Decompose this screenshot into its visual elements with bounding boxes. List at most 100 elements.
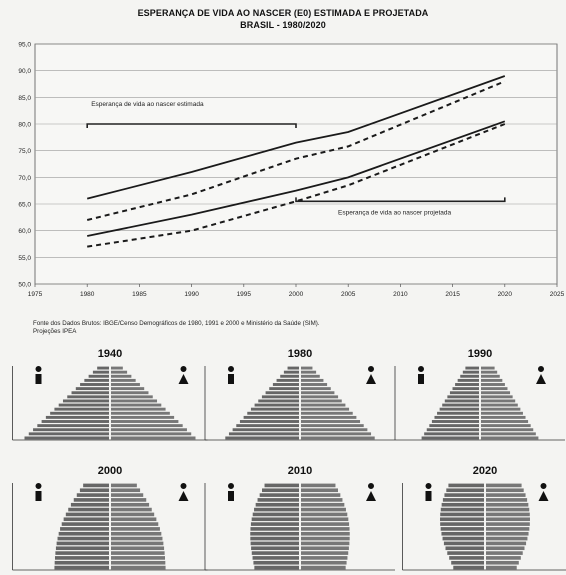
pyramid-bar-male — [460, 374, 479, 378]
pyramid-bar-male — [440, 527, 484, 531]
pyramid-bar-male — [80, 383, 109, 386]
pyramid-bar-female — [301, 374, 320, 378]
pyramid-bar-female — [111, 415, 175, 419]
pyramid-bar-male — [451, 560, 484, 565]
pyramid-bar-male — [71, 391, 109, 395]
pyramid-bar-male — [265, 391, 299, 395]
pyramid-bar-male — [247, 411, 299, 415]
series-line-mulher-urb — [86, 75, 506, 200]
pyramid-bar-female — [301, 531, 350, 536]
pyramid-bar-male — [250, 522, 299, 526]
pyramid-bar-female — [301, 512, 348, 517]
x-tick-label: 2015 — [445, 291, 460, 298]
bracket — [295, 197, 506, 203]
y-tick-label: 90,0 — [18, 68, 31, 75]
pyramid-year-label: 1980 — [288, 348, 312, 360]
pyramid-bar-male — [259, 493, 299, 497]
female-icon — [178, 366, 189, 384]
pyramid-bar-male — [50, 411, 109, 415]
pyramid-bar-male — [437, 411, 479, 415]
pyramid-bar-female — [481, 378, 503, 382]
pyramid-bar-female — [481, 436, 539, 440]
x-tick-label: 1980 — [80, 291, 95, 298]
y-tick-label: 75,0 — [18, 148, 31, 155]
pyramid-bar-female — [481, 366, 495, 370]
x-tick-label: 2005 — [341, 291, 356, 298]
pyramid-bar-female — [301, 383, 328, 386]
pyramid-bar-male — [440, 512, 484, 517]
plot-area — [34, 43, 558, 285]
pyramid-bar-male — [269, 387, 299, 391]
x-tick-labels: 1975 1980 1985 1990 1995 2000 2005 2010 2015 2020… — [28, 284, 565, 298]
pyramid-bar-female — [111, 411, 170, 415]
pyramid-bar-female — [481, 420, 529, 423]
pyramid-bar-female — [301, 551, 349, 555]
pyramid-bar-male — [79, 488, 109, 493]
pyramid-bar-male — [439, 407, 479, 411]
pyramid-bar-male — [58, 403, 109, 407]
pyramid-bar-female — [111, 517, 157, 522]
female-icon — [366, 366, 376, 384]
pyramid-bar-female — [301, 424, 364, 428]
pyramid-bar-male — [253, 560, 299, 565]
pyramid-bar-male — [441, 502, 484, 507]
pyramid-bar-female — [301, 522, 350, 526]
pyramid-bar-female — [111, 374, 132, 378]
series-line-homem-rur — [87, 123, 506, 248]
pyramid-bar-male — [254, 565, 299, 570]
pyramid-bar-male — [455, 383, 479, 386]
pyramid-bar-male — [441, 531, 484, 536]
pyramid-bar-male — [232, 428, 299, 432]
pyramid-bar-female — [301, 527, 350, 531]
y-tick-labels: 50,0 55,0 60,0 65,0 70,0 75,0 80,0 85,0 90,0 95,0 — [18, 42, 31, 289]
pyramid-bar-female — [301, 378, 324, 382]
x-tick-label: 2025 — [550, 291, 565, 298]
pyramid-bar-male — [84, 378, 109, 382]
pyramid-bar-male — [276, 378, 299, 382]
pyramid-bar-female — [111, 436, 196, 440]
pyramid-bar-male — [457, 378, 479, 382]
pyramid-bar-female — [486, 507, 530, 512]
pyramid-bar-male — [54, 565, 109, 570]
pyramid-bar-female — [301, 366, 313, 370]
pyramid-year-label: 1940 — [98, 348, 122, 360]
pyramid-bar-male — [453, 565, 484, 570]
pyramid-bar-female — [301, 420, 361, 423]
pyramid-bar-female — [486, 522, 530, 526]
pyramid-bar-female — [111, 551, 165, 555]
pyramid-year-label: 2000 — [98, 465, 122, 477]
grid — [34, 43, 558, 285]
male-icon — [228, 483, 234, 501]
pyramid-bar-female — [481, 403, 518, 407]
pyramid-bar-male — [75, 387, 109, 391]
pyramid-bar-female — [111, 536, 163, 541]
pyramid-bar-female — [111, 512, 155, 517]
pyramid-bar-male — [225, 436, 299, 440]
pyramid-bar-female — [111, 407, 166, 411]
pyramid-bar-female — [111, 432, 192, 436]
pyramid-bar-female — [111, 493, 144, 497]
pyramid-bar-female — [301, 399, 342, 403]
pyramid-bar-female — [111, 378, 136, 382]
pyramid-bar-male — [243, 415, 299, 419]
pyramid-bar-female — [301, 565, 346, 570]
pyramid-bar-male — [462, 370, 479, 374]
pyramid-bar-male — [68, 507, 109, 512]
pyramid-bar-female — [301, 483, 336, 488]
female-icon — [538, 483, 549, 501]
pyramid-bar-male — [55, 546, 109, 551]
pyramid-bar-female — [301, 415, 357, 419]
female-icon — [178, 483, 189, 501]
pyramid-1990: 1990 — [394, 348, 565, 441]
pyramid-bar-male — [236, 424, 299, 428]
pyramid-bar-female — [301, 436, 375, 440]
y-tick-label: 70,0 — [18, 175, 31, 182]
pyramid-bar-male — [28, 432, 109, 436]
pyramid-bar-male — [254, 507, 299, 512]
pyramid-bar-male — [440, 507, 484, 512]
pyramid-bar-female — [486, 565, 517, 570]
pyramid-bar-female — [486, 483, 522, 488]
pyramid-bar-female — [111, 420, 179, 423]
pyramid-bar-male — [424, 432, 479, 436]
pyramid-bar-male — [431, 420, 479, 423]
